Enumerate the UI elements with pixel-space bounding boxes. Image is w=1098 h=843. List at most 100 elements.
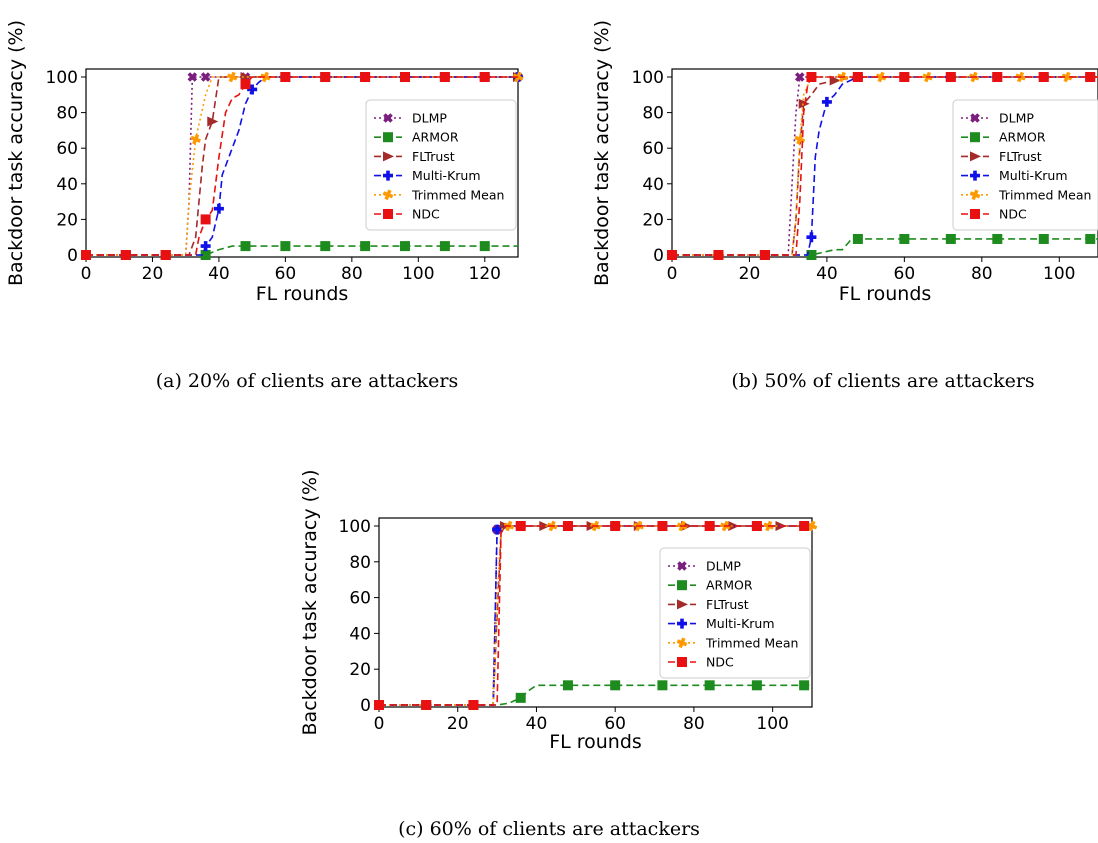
y-tick-label: 40 (349, 624, 371, 644)
chart-caption: (c) 60% of clients are attackers (398, 818, 700, 840)
data-point-trimmed-mean (226, 71, 238, 83)
y-tick-label: 20 (56, 210, 78, 230)
x-tick-label: 40 (526, 714, 548, 734)
data-point-armor (280, 241, 291, 252)
legend-label: Trimmed Mean (411, 187, 504, 202)
data-point-ndc (479, 72, 490, 82)
x-tick-label: 0 (374, 714, 385, 734)
data-point-multi-krum (213, 203, 224, 214)
legend: DLMP ARMOR FLTrust Multi-Krum Trimmed Mean ND… (952, 99, 1098, 231)
y-tick-label: 60 (349, 589, 371, 609)
y-axis-label: Backdoor task accuracy (%) (591, 20, 613, 286)
data-point-ndc (992, 72, 1003, 82)
data-point-fltrust (829, 75, 841, 86)
data-point-multi-krum (821, 96, 832, 107)
data-point-armor (200, 250, 211, 260)
legend-label: DLMP (706, 559, 741, 574)
series-line-armor (379, 684, 812, 706)
legend-entry-trimmed-mean: Trimmed Mean (961, 187, 1091, 202)
data-point-trimmed-mean (1061, 71, 1073, 83)
legend-entry-multi-krum: Multi-Krum (668, 616, 775, 631)
legend-marker-trimmed-mean (382, 189, 394, 201)
data-point-ndc (400, 72, 411, 82)
legend-entry-dlmp: DLMP (961, 111, 1034, 126)
legend-label: Trimmed Mean (998, 187, 1091, 202)
data-point-armor (1085, 233, 1096, 244)
data-point-ndc (421, 700, 432, 710)
series-armor (667, 233, 1098, 260)
data-point-armor (751, 680, 762, 691)
legend-label: Multi-Krum (999, 168, 1068, 183)
data-point-armor (562, 680, 573, 691)
legend-entry-ndc: NDC (961, 207, 1027, 222)
y-tick-label: 0 (67, 246, 78, 266)
legend-label: ARMOR (412, 130, 459, 145)
data-point-armor (515, 692, 526, 703)
data-point-ndc (240, 79, 251, 90)
x-tick-label: 60 (604, 714, 626, 734)
data-point-ndc (759, 250, 770, 260)
data-point-ndc (562, 521, 573, 531)
legend-label: ARMOR (999, 130, 1046, 145)
data-point-fltrust (539, 521, 551, 531)
x-tick-label: 60 (894, 264, 916, 284)
y-tick-label: 40 (56, 175, 78, 195)
data-point-armor (1038, 233, 1049, 244)
legend-entry-trimmed-mean: Trimmed Mean (668, 635, 798, 650)
data-point-ndc (1038, 72, 1049, 82)
legend: DLMP ARMOR FLTrust Multi-Krum Trimmed Mean ND… (365, 99, 517, 231)
data-point-dlmp (200, 72, 211, 82)
chart-3: 0 20 40 60 80 100 0 20 40 60 80 100 FL rounds Backdoo… (299, 470, 818, 840)
legend-label: DLMP (412, 111, 447, 126)
legend-entry-armor: ARMOR (961, 130, 1046, 145)
legend-marker-fltrust (970, 151, 981, 162)
legend-marker-armor (677, 580, 687, 591)
series-line-armor (672, 238, 1098, 256)
plot-frame (671, 68, 1098, 258)
x-tick-label: 0 (667, 264, 678, 284)
data-point-multi-krum (806, 232, 817, 243)
legend-entry-dlmp: DLMP (668, 559, 741, 574)
legend-label: NDC (706, 655, 734, 670)
legend-label: FLTrust (706, 597, 749, 612)
y-tick-label: 100 (339, 517, 371, 537)
data-point-armor (852, 233, 863, 244)
legend-label: DLMP (999, 111, 1034, 126)
data-point-ndc (945, 72, 956, 82)
data-point-armor (899, 233, 910, 244)
data-point-fltrust (207, 116, 219, 127)
plot-frame (85, 68, 519, 258)
x-tick-label: 80 (971, 264, 993, 284)
x-tick-label: 20 (739, 264, 761, 284)
data-point-ndc (515, 521, 526, 531)
data-point-armor (360, 241, 371, 252)
chart-caption: (a) 20% of clients are attackers (156, 370, 459, 392)
data-point-multi-krum (200, 241, 211, 252)
x-tick-label: 40 (208, 264, 230, 284)
x-tick-label: 80 (341, 264, 363, 284)
data-point-trimmed-mean (190, 133, 201, 145)
data-point-ndc (751, 521, 762, 531)
plot-frame (378, 517, 813, 708)
x-tick-label: 20 (447, 714, 469, 734)
data-point-ndc (799, 521, 810, 531)
x-tick-label: 60 (275, 264, 297, 284)
x-tick-label: 40 (816, 264, 838, 284)
legend-label: Trimmed Mean (705, 635, 798, 650)
data-point-ndc (610, 521, 621, 531)
legend-marker-trimmed-mean (969, 189, 981, 201)
data-point-ndc (120, 250, 131, 260)
legend-marker-dlmp (677, 561, 687, 571)
legend-entry-dlmp: DLMP (374, 111, 447, 126)
data-point-ndc (81, 250, 91, 260)
data-point-armor (704, 680, 715, 691)
data-point-armor (320, 241, 331, 252)
data-point-armor (240, 241, 251, 252)
data-point-ndc (667, 250, 677, 260)
legend-box (365, 99, 517, 231)
x-axis-label: FL rounds (256, 283, 349, 305)
y-tick-label: 100 (46, 68, 78, 88)
data-point-trimmed-mean (875, 71, 887, 83)
data-point-ndc (704, 521, 715, 531)
series-line-armor (86, 245, 518, 256)
